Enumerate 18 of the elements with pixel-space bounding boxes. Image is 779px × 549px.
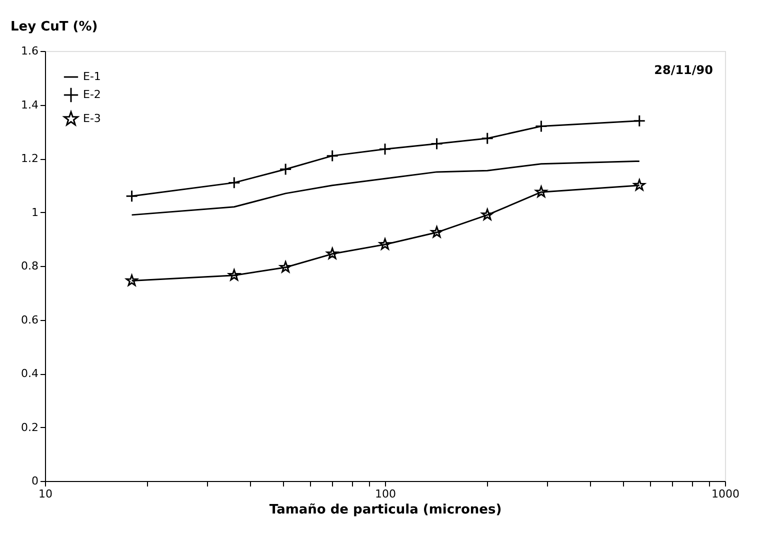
annotation: 28/11/90 [654, 63, 713, 77]
y-tick-label: 1 [32, 206, 38, 219]
x-tick-label: 1000 [712, 488, 740, 500]
legend-label: E-2 [83, 88, 101, 101]
y-tick-label: 1.2 [21, 152, 38, 165]
y-axis-title: Ley CuT (%) [10, 20, 98, 34]
y-tick-label: 0.6 [21, 313, 38, 326]
y-tick-label: 0.8 [21, 260, 38, 272]
x-tick-label: 10 [38, 488, 52, 500]
x-tick-label: 100 [375, 488, 396, 500]
y-tick-label: 0.2 [21, 420, 38, 434]
x-axis-title: Tamaño de particula (micrones) [269, 502, 502, 518]
legend-label: E-1 [83, 70, 101, 83]
y-tick-label: 1.4 [21, 98, 38, 112]
legend-label: E-3 [83, 112, 101, 125]
y-tick-label: 1.6 [21, 44, 38, 58]
y-tick-label: 0 [32, 474, 38, 488]
y-tick-label: 0.4 [21, 367, 38, 380]
